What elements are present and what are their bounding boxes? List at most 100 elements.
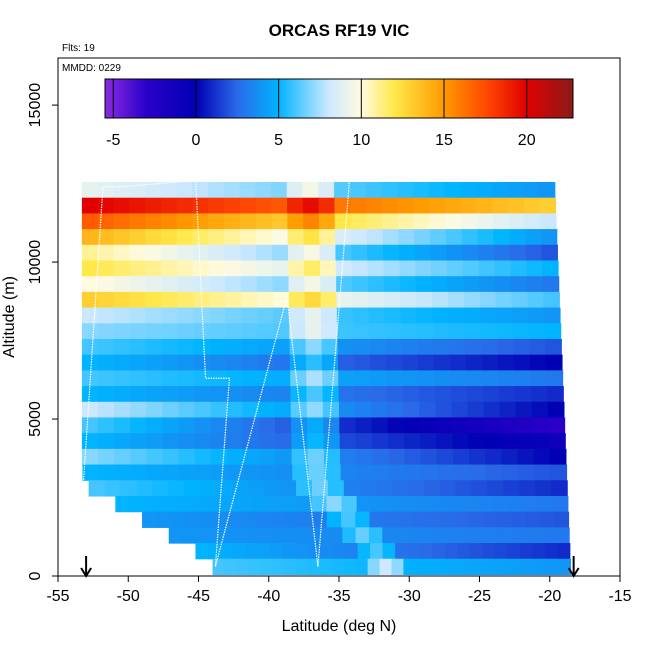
heatmap-cell: [220, 495, 237, 513]
heatmap-cell: [81, 354, 99, 371]
heatmap-cell: [307, 543, 321, 560]
heatmap-cell: [162, 417, 180, 434]
heatmap-cell: [145, 229, 162, 246]
heatmap-cell: [452, 448, 470, 466]
heatmap-cell: [305, 338, 323, 356]
heatmap-cell: [540, 511, 555, 528]
heatmap-cell: [477, 229, 494, 246]
heatmap-cell: [498, 370, 516, 387]
heatmap-cell: [337, 338, 355, 356]
heatmap-cell: [195, 543, 209, 560]
heatmap-cell: [430, 244, 448, 262]
heatmap-cell: [224, 213, 241, 230]
heatmap-cell: [160, 182, 178, 199]
heatmap-cell: [485, 448, 502, 466]
heatmap-cell: [162, 386, 179, 403]
heatmap-cell: [226, 417, 244, 434]
heatmap-cell: [272, 244, 289, 262]
heatmap-cell: [227, 511, 243, 528]
heatmap-cell: [450, 386, 468, 403]
heatmap-cell: [382, 229, 400, 246]
heatmap-cell: [136, 480, 154, 497]
heatmap-cell: [427, 558, 440, 576]
heatmap-cell: [402, 370, 419, 387]
heatmap-cell: [530, 370, 548, 387]
heatmap-cell: [512, 323, 530, 340]
heatmap-cell: [115, 495, 132, 513]
heatmap-cell: [320, 307, 338, 324]
heatmap-cell: [369, 338, 387, 356]
heatmap-cell: [334, 213, 352, 230]
heatmap-cell: [524, 213, 541, 230]
heatmap-cell: [81, 338, 99, 356]
heatmap-cell: [226, 401, 244, 419]
heatmap-cell: [290, 386, 308, 403]
heatmap-cell: [484, 417, 501, 434]
heatmap-cell: [274, 417, 292, 434]
heatmap-cell: [145, 370, 163, 387]
heatmap-cell: [305, 323, 322, 340]
heatmap-cell: [257, 354, 275, 371]
heatmap-cell: [129, 291, 147, 309]
heatmap-cell: [82, 464, 100, 481]
y-tick-label: 15000: [27, 83, 44, 128]
heatmap-cell: [503, 480, 520, 497]
heatmap-cell: [401, 495, 418, 513]
heatmap-cell: [538, 182, 556, 199]
heatmap-cell: [462, 244, 479, 262]
heatmap-cell: [355, 558, 369, 576]
heatmap-cell: [145, 323, 163, 340]
heatmap-cell: [97, 323, 115, 340]
heatmap-cell: [81, 291, 99, 309]
heatmap-cell: [356, 495, 373, 513]
heatmap-cell: [194, 370, 211, 387]
heatmap-cell: [542, 276, 560, 293]
heatmap-cell: [308, 464, 326, 481]
heatmap-cell: [176, 182, 193, 199]
heatmap-cell: [525, 229, 542, 246]
heatmap-cell: [225, 354, 243, 371]
heatmap-cell: [130, 401, 147, 419]
heatmap-cell: [558, 558, 572, 576]
heatmap-cell: [81, 433, 99, 450]
heatmap-cell: [418, 386, 436, 403]
heatmap-cell: [129, 197, 146, 214]
heatmap-cell: [371, 433, 389, 450]
heatmap-cell: [369, 323, 386, 340]
x-tick-label: -55: [46, 588, 69, 605]
y-tick-label: 10000: [27, 240, 44, 285]
heatmap-cell: [97, 276, 115, 293]
heatmap-cell: [160, 197, 178, 214]
heatmap-cell: [162, 401, 179, 419]
heatmap-cell: [545, 354, 563, 371]
heatmap-cell: [178, 417, 196, 434]
heatmap-cell: [384, 307, 402, 324]
heatmap-cell: [463, 291, 481, 309]
heatmap-cell: [385, 323, 402, 340]
heatmap-cell: [340, 448, 357, 466]
heatmap-cell: [290, 401, 308, 419]
heatmap-cell: [492, 197, 509, 214]
heatmap-cell: [468, 511, 484, 528]
heatmap-cell: [350, 229, 368, 246]
heatmap-cell: [242, 386, 259, 403]
colorbar-tick-label: -5: [106, 132, 120, 149]
heatmap-cell: [447, 291, 465, 309]
heatmap-cell: [397, 182, 414, 199]
latitude-arrow-marker: [80, 556, 92, 578]
heatmap-cell: [192, 260, 210, 277]
heatmap-cell: [130, 433, 147, 450]
heatmap-cell: [463, 276, 480, 293]
heatmap-cell: [269, 511, 285, 528]
heatmap-cell: [321, 338, 339, 356]
heatmap-cell: [497, 354, 515, 371]
heatmap-cell: [319, 244, 337, 262]
heatmap-cell: [432, 291, 449, 309]
heatmap-cell: [527, 291, 545, 309]
heatmap-cell: [161, 244, 178, 262]
heatmap-cell: [547, 401, 565, 419]
heatmap-cell: [431, 276, 449, 293]
heatmap-cell: [414, 229, 431, 246]
heatmap-cell: [403, 417, 421, 434]
